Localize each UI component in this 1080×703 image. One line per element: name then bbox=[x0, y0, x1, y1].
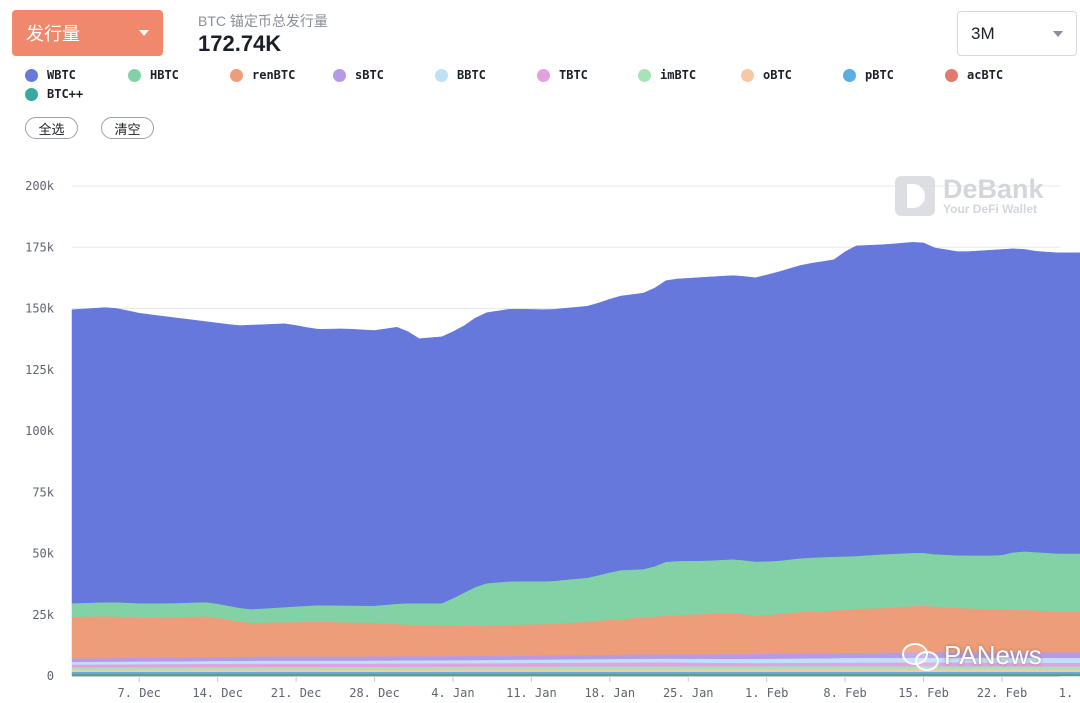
x-tick-label: 25. Jan bbox=[663, 686, 714, 700]
area-series-btc-[interactable] bbox=[71, 674, 1080, 677]
select-all-button[interactable]: 全选 bbox=[25, 117, 78, 139]
legend-label: BBTC bbox=[457, 68, 486, 82]
legend-item-tbtc[interactable]: TBTC bbox=[537, 68, 588, 82]
x-tick-label: 4. Jan bbox=[431, 686, 474, 700]
y-tick-label: 100k bbox=[25, 424, 55, 438]
legend-swatch bbox=[333, 68, 346, 82]
wechat-icon bbox=[902, 641, 939, 671]
y-tick-label: 0 bbox=[47, 669, 54, 683]
y-tick-label: 125k bbox=[25, 363, 55, 377]
x-tick-label: 15. Feb bbox=[898, 686, 949, 700]
y-tick-label: 25k bbox=[32, 608, 54, 622]
time-range-select[interactable]: 3M bbox=[957, 11, 1077, 56]
x-tick-label: 21. Dec bbox=[271, 686, 322, 700]
chevron-down-icon bbox=[1053, 30, 1063, 37]
x-tick-label: 8. Feb bbox=[823, 686, 866, 700]
total-supply-value: 172.74K bbox=[198, 31, 282, 56]
legend-swatch bbox=[128, 68, 141, 82]
x-tick-label: 18. Jan bbox=[585, 686, 636, 700]
legend-item-btc-[interactable]: BTC++ bbox=[25, 87, 83, 101]
legend-item-bbtc[interactable]: BBTC bbox=[435, 68, 486, 82]
legend-item-acbtc[interactable]: acBTC bbox=[945, 68, 1003, 82]
x-tick-label: 22. Feb bbox=[977, 686, 1028, 700]
legend-swatch bbox=[945, 68, 958, 82]
total-supply-label: BTC 锚定币总发行量 bbox=[198, 13, 328, 29]
legend-item-wbtc[interactable]: WBTC bbox=[25, 68, 76, 82]
time-range-label: 3M bbox=[971, 23, 995, 43]
y-tick-label: 50k bbox=[32, 547, 54, 561]
legend-swatch bbox=[25, 68, 38, 82]
debank-logo-icon bbox=[895, 176, 935, 216]
legend-label: BTC++ bbox=[47, 87, 84, 101]
x-tick-label: 7. Dec bbox=[118, 686, 161, 700]
legend-label: WBTC bbox=[47, 68, 76, 82]
legend-label: HBTC bbox=[150, 68, 179, 82]
legend-item-pbtc[interactable]: pBTC bbox=[843, 68, 894, 82]
legend-swatch bbox=[843, 68, 856, 82]
debank-watermark: DeBank Your DeFi Wallet bbox=[895, 176, 1044, 216]
legend-swatch bbox=[741, 68, 754, 82]
y-tick-label: 200k bbox=[25, 179, 55, 193]
y-tick-label: 150k bbox=[25, 302, 55, 316]
legend-swatch bbox=[537, 68, 550, 82]
x-tick-label: 1. Feb bbox=[745, 686, 788, 700]
x-tick-label: 28. Dec bbox=[349, 686, 400, 700]
legend-label: TBTC bbox=[559, 68, 588, 82]
legend-label: acBTC bbox=[967, 68, 1004, 82]
legend-label: oBTC bbox=[763, 68, 792, 82]
y-tick-label: 175k bbox=[25, 240, 55, 254]
y-tick-label: 75k bbox=[32, 485, 54, 499]
chevron-down-icon bbox=[139, 30, 149, 36]
legend-label: sBTC bbox=[355, 68, 384, 82]
watermark-name: DeBank bbox=[943, 174, 1044, 204]
clear-button[interactable]: 清空 bbox=[101, 117, 154, 139]
legend-swatch bbox=[435, 68, 448, 82]
legend-item-imbtc[interactable]: imBTC bbox=[638, 68, 696, 82]
legend-item-sbtc[interactable]: sBTC bbox=[333, 68, 384, 82]
legend-label: pBTC bbox=[865, 68, 894, 82]
x-tick-label: 11. Jan bbox=[506, 686, 557, 700]
metric-select-label: 发行量 bbox=[26, 24, 80, 44]
legend-item-renbtc[interactable]: renBTC bbox=[230, 68, 295, 82]
x-tick-label: 1. Mar bbox=[1059, 686, 1080, 700]
metric-select[interactable]: 发行量 bbox=[12, 10, 163, 56]
legend-label: renBTC bbox=[252, 68, 296, 82]
legend-label: imBTC bbox=[660, 68, 697, 82]
legend-swatch bbox=[230, 68, 243, 82]
legend-item-obtc[interactable]: oBTC bbox=[741, 68, 792, 82]
legend-swatch bbox=[638, 68, 651, 82]
stacked-area-chart: 0 25k 50k 75k 100k 125k 150k 175k 200k 7. Dec 14. … bbox=[25, 179, 1080, 700]
legend-swatch bbox=[25, 87, 38, 101]
x-tick-label: 14. Dec bbox=[192, 686, 243, 700]
panews-label: PANews bbox=[944, 640, 1042, 670]
legend-item-hbtc[interactable]: HBTC bbox=[128, 68, 179, 82]
watermark-tagline: Your DeFi Wallet bbox=[943, 202, 1038, 216]
panews-watermark: PANews bbox=[902, 640, 1042, 671]
